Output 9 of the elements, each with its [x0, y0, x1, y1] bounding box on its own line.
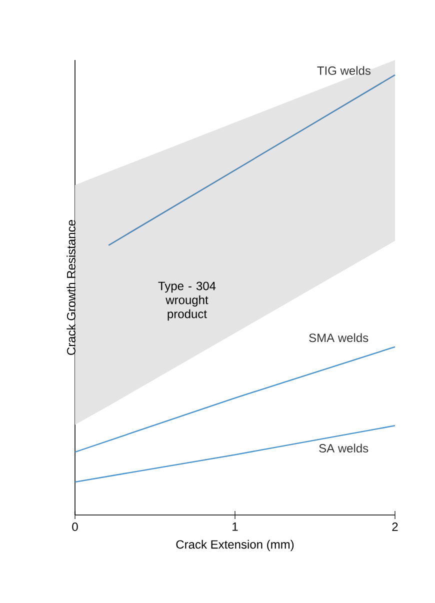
x-tick-label: 2 — [392, 522, 398, 531]
series-label: SMA welds — [309, 333, 368, 342]
x-axis-title: Crack Extension (mm) — [176, 540, 294, 552]
y-axis-title: Crack Growth Resistance — [66, 220, 76, 355]
annotation: Type - 304 wrought product — [158, 282, 216, 321]
x-tick-label: 1 — [232, 522, 238, 531]
x-tick-label: 0 — [72, 522, 78, 532]
series-label: TIG welds — [317, 66, 371, 75]
series-label: SA welds — [319, 444, 368, 453]
